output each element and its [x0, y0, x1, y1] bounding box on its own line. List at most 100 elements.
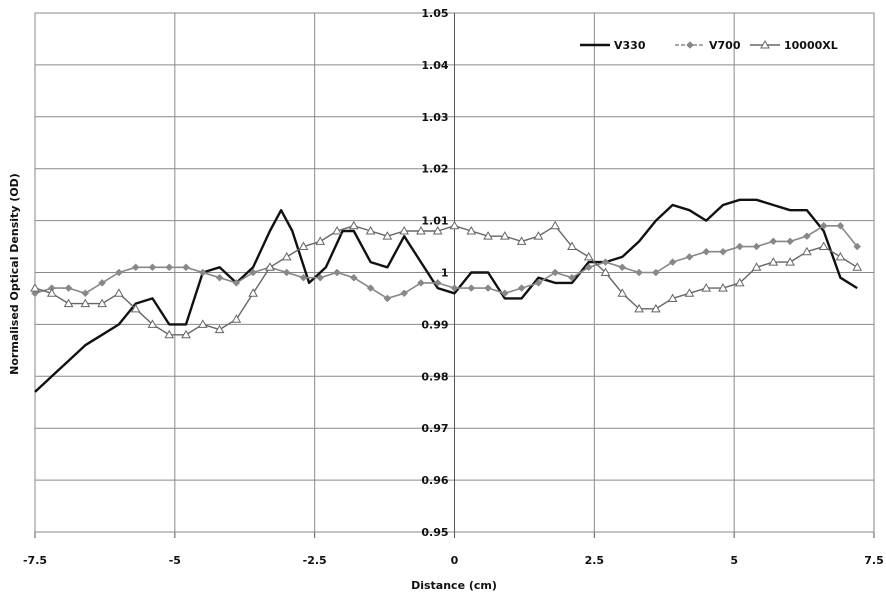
y-tick-label: 1.03: [421, 111, 448, 124]
data-point-triangle: [147, 319, 158, 328]
data-point-triangle: [768, 257, 779, 266]
data-point-diamond: [500, 289, 509, 298]
legend-label: V330: [614, 39, 646, 52]
data-point-diamond: [467, 284, 476, 292]
data-point-diamond: [450, 284, 459, 292]
data-point-diamond: [282, 268, 291, 277]
y-tick-label: 1.02: [421, 163, 448, 176]
data-point-diamond: [668, 258, 677, 266]
data-point-triangle: [835, 251, 846, 261]
data-point-diamond: [719, 247, 727, 256]
series-v330: [34, 198, 858, 393]
data-point-diamond: [484, 284, 492, 292]
data-point-triangle: [231, 314, 242, 323]
data-point-triangle: [617, 288, 628, 297]
data-point-triangle: [416, 225, 426, 235]
data-point-triangle: [734, 277, 745, 287]
data-point-triangle: [281, 251, 292, 261]
data-point-diamond: [534, 279, 543, 287]
x-tick-label: -2.5: [303, 554, 327, 567]
y-tick-label: 0.95: [421, 526, 448, 539]
data-point-triangle: [802, 246, 812, 256]
data-point-diamond: [98, 279, 106, 287]
data-point-triangle: [684, 288, 695, 297]
data-point-triangle: [567, 241, 577, 251]
data-point-diamond: [786, 237, 794, 246]
tick-labels: 0.95 0.96 0.97 0.98 0.99 1 1.01 1.02 1.03 1.04 1.0…: [23, 7, 884, 567]
data-point-diamond: [198, 268, 207, 277]
data-point-diamond: [686, 41, 694, 49]
data-point-diamond: [433, 279, 442, 287]
data-point-diamond: [249, 268, 257, 277]
data-point-diamond: [400, 289, 409, 298]
data-point-triangle: [365, 225, 376, 235]
data-point-triangle: [164, 329, 175, 339]
y-tick-label: 0.96: [421, 474, 448, 487]
x-tick-label: 7.5: [864, 554, 884, 567]
data-point-diamond: [803, 232, 811, 241]
data-point-triangle: [298, 241, 309, 251]
data-point-triangle: [852, 262, 863, 271]
data-point-triangle: [315, 236, 326, 245]
data-point-diamond: [383, 294, 392, 303]
data-point-triangle: [650, 303, 661, 313]
data-point-triangle: [533, 231, 544, 240]
data-point-diamond: [349, 273, 358, 282]
x-tick-label: 5: [730, 554, 738, 567]
data-point-triangle: [348, 220, 359, 230]
data-point-triangle: [718, 283, 728, 292]
data-point-triangle: [483, 231, 493, 240]
data-point-diamond: [131, 263, 140, 272]
data-point-diamond: [115, 268, 123, 277]
data-point-diamond: [299, 273, 308, 282]
x-tick-label: -5: [169, 554, 181, 567]
data-point-diamond: [417, 279, 425, 287]
data-point-triangle: [466, 225, 477, 235]
legend-label: 10000XL: [784, 39, 838, 52]
data-point-triangle: [583, 251, 594, 261]
data-point-triangle: [197, 319, 208, 328]
data-point-triangle: [30, 283, 40, 292]
data-point-triangle: [63, 298, 74, 308]
x-tick-label: 0: [451, 554, 459, 567]
data-point-diamond: [635, 268, 643, 277]
y-tick-label: 0.99: [421, 318, 448, 331]
data-point-triangle: [432, 225, 443, 235]
data-point-diamond: [853, 242, 862, 251]
data-point-diamond: [769, 237, 778, 246]
data-point-triangle: [701, 283, 712, 292]
series-10000xl: [30, 220, 863, 339]
data-point-diamond: [601, 258, 610, 266]
y-tick-label: 0.98: [421, 370, 448, 383]
data-point-triangle: [382, 231, 393, 240]
data-point-triangle: [818, 241, 829, 251]
data-point-triangle: [516, 236, 527, 245]
data-point-diamond: [652, 268, 660, 277]
data-point-triangle: [114, 288, 124, 297]
series-line: [34, 198, 858, 393]
data-point-diamond: [64, 284, 73, 292]
x-tick-label: 2.5: [585, 554, 605, 567]
data-point-triangle: [600, 267, 611, 276]
data-point-diamond: [551, 268, 560, 277]
legend-item: V700: [675, 39, 741, 52]
data-point-diamond: [366, 284, 375, 292]
data-point-triangle: [634, 303, 644, 313]
data-point-diamond: [81, 289, 90, 298]
data-point-diamond: [165, 263, 174, 272]
data-point-diamond: [232, 279, 241, 287]
data-point-diamond: [215, 273, 224, 282]
y-tick-label: 1.01: [421, 215, 448, 228]
data-point-diamond: [836, 221, 845, 230]
data-point-triangle: [80, 298, 91, 308]
data-point-triangle: [214, 324, 225, 334]
legend-label: V700: [709, 39, 741, 52]
data-point-triangle: [265, 262, 275, 271]
data-point-triangle: [760, 39, 770, 49]
data-point-diamond: [618, 263, 627, 272]
series-v700: [31, 221, 862, 303]
data-point-triangle: [751, 262, 762, 271]
data-point-diamond: [568, 273, 576, 282]
